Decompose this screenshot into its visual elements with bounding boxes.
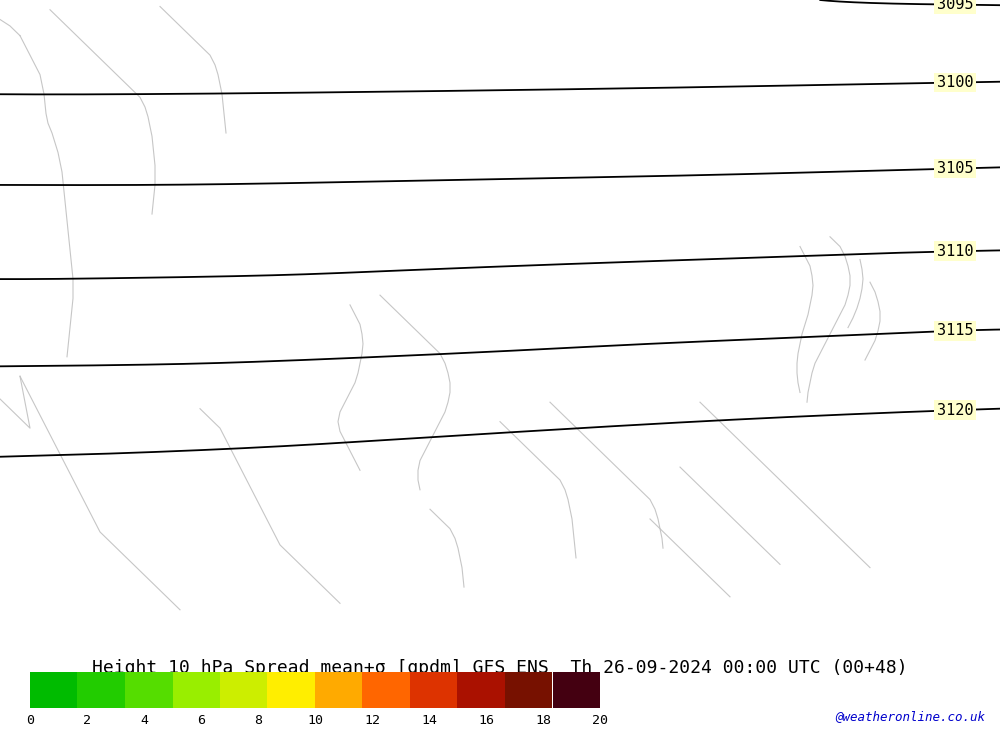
- Text: 4: 4: [140, 715, 148, 727]
- Text: 14: 14: [421, 715, 437, 727]
- Bar: [362, 672, 410, 708]
- Text: 16: 16: [478, 715, 494, 727]
- Bar: [505, 672, 552, 708]
- Text: 3105: 3105: [937, 161, 973, 176]
- Text: 3095: 3095: [937, 0, 973, 12]
- Text: 8: 8: [254, 715, 262, 727]
- Bar: [125, 672, 173, 708]
- Text: 3120: 3120: [937, 402, 973, 418]
- Text: 2: 2: [83, 715, 91, 727]
- Text: 18: 18: [535, 715, 551, 727]
- Bar: [30, 672, 77, 708]
- Text: 6: 6: [197, 715, 205, 727]
- Text: Height 10 hPa Spread mean+σ [gpdm] GFS ENS  Th 26-09-2024 00:00 UTC (00+48): Height 10 hPa Spread mean+σ [gpdm] GFS E…: [92, 659, 908, 677]
- Text: 0: 0: [26, 715, 34, 727]
- Text: 20: 20: [592, 715, 608, 727]
- Text: 3100: 3100: [937, 75, 973, 90]
- Bar: [315, 672, 362, 708]
- Bar: [77, 672, 125, 708]
- Text: 10: 10: [307, 715, 323, 727]
- Bar: [267, 672, 315, 708]
- Bar: [457, 672, 505, 708]
- Bar: [410, 672, 457, 708]
- Bar: [220, 672, 267, 708]
- Text: 3110: 3110: [937, 244, 973, 259]
- Text: 12: 12: [364, 715, 380, 727]
- Bar: [552, 672, 600, 708]
- Bar: [173, 672, 220, 708]
- Text: 3115: 3115: [937, 323, 973, 338]
- Text: @weatheronline.co.uk: @weatheronline.co.uk: [835, 710, 985, 723]
